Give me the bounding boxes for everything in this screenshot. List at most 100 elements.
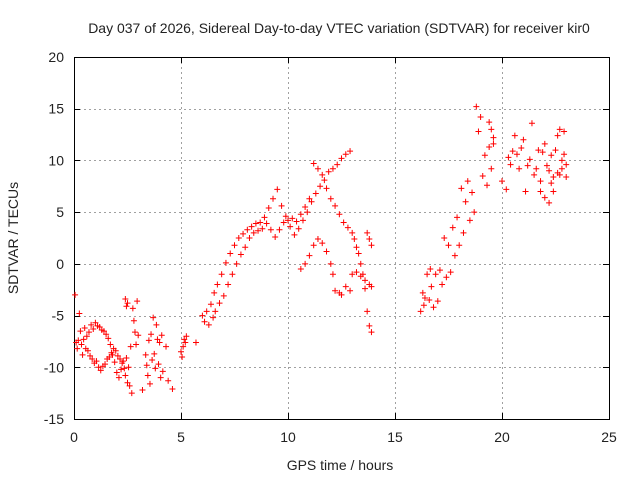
data-point-plus xyxy=(105,335,112,342)
data-point-plus xyxy=(427,266,434,273)
data-point-plus xyxy=(430,304,437,311)
data-point-plus xyxy=(111,359,118,366)
data-point-plus xyxy=(203,308,210,315)
data-point-plus xyxy=(332,202,339,209)
data-point-plus xyxy=(563,161,570,168)
data-point-plus xyxy=(218,271,225,278)
data-point-plus xyxy=(460,229,467,236)
data-point-plus xyxy=(518,145,525,152)
data-point-plus xyxy=(543,162,550,169)
data-point-plus xyxy=(420,302,427,309)
data-point-plus xyxy=(302,260,309,267)
data-point-plus xyxy=(342,151,349,158)
y-tick-label: -15 xyxy=(44,411,64,427)
data-point-plus xyxy=(513,151,520,158)
data-point-plus xyxy=(334,161,341,168)
data-point-plus xyxy=(155,361,162,368)
data-point-plus xyxy=(100,328,107,335)
data-point-plus xyxy=(561,151,568,158)
data-point-plus xyxy=(524,162,531,169)
data-point-plus xyxy=(154,336,161,343)
data-point-plus xyxy=(93,358,100,365)
data-point-plus xyxy=(531,171,538,178)
data-point-plus xyxy=(158,332,165,339)
data-point-plus xyxy=(148,331,155,338)
data-point-plus xyxy=(297,266,304,273)
data-point-plus xyxy=(509,148,516,155)
data-point-plus xyxy=(332,287,339,294)
data-point-plus xyxy=(129,305,136,312)
data-point-plus xyxy=(115,374,122,381)
data-point-plus xyxy=(146,380,153,387)
data-point-plus xyxy=(237,251,244,258)
data-point-plus xyxy=(317,183,324,190)
data-point-plus xyxy=(87,352,94,359)
data-point-plus xyxy=(205,321,212,328)
data-point-plus xyxy=(78,341,85,348)
data-point-plus xyxy=(178,348,184,355)
data-point-plus xyxy=(351,236,358,243)
data-point-plus xyxy=(95,364,102,371)
data-point-plus xyxy=(135,332,142,339)
data-point-plus xyxy=(214,281,221,288)
x-tick-label: 5 xyxy=(177,429,185,445)
data-point-plus xyxy=(80,336,87,343)
data-point-plus xyxy=(199,312,206,319)
data-point-plus xyxy=(257,219,264,226)
data-point-plus xyxy=(329,165,336,172)
data-point-plus xyxy=(419,289,426,296)
data-point-plus xyxy=(182,339,189,346)
data-point-plus xyxy=(139,387,146,394)
data-point-plus xyxy=(364,308,371,315)
data-point-plus xyxy=(477,113,484,120)
data-point-plus xyxy=(347,148,354,155)
data-point-plus xyxy=(511,132,518,139)
data-series xyxy=(72,103,570,397)
data-point-plus xyxy=(436,267,443,274)
data-point-plus xyxy=(454,214,461,221)
data-point-plus xyxy=(319,171,326,178)
x-tick-label: 25 xyxy=(601,429,617,445)
data-point-plus xyxy=(121,365,128,372)
data-point-plus xyxy=(458,185,465,192)
data-point-plus xyxy=(546,199,553,206)
data-point-plus xyxy=(131,329,138,336)
data-point-plus xyxy=(157,374,164,381)
data-point-plus xyxy=(486,143,493,150)
y-tick-label: 0 xyxy=(56,256,64,272)
data-point-plus xyxy=(327,195,334,202)
data-point-plus xyxy=(432,271,439,278)
data-point-plus xyxy=(443,274,450,281)
data-point-plus xyxy=(84,347,91,354)
data-point-plus xyxy=(550,173,557,180)
data-point-plus xyxy=(466,217,473,224)
data-point-plus xyxy=(159,368,166,375)
data-point-plus xyxy=(554,132,561,139)
data-point-plus xyxy=(250,229,257,236)
data-point-plus xyxy=(180,343,187,350)
data-point-plus xyxy=(439,281,446,288)
data-point-plus xyxy=(96,323,103,330)
data-point-plus xyxy=(364,229,371,236)
data-point-plus xyxy=(293,218,300,225)
data-point-plus xyxy=(323,248,330,255)
data-point-plus xyxy=(302,203,309,210)
data-point-plus xyxy=(282,213,289,220)
data-point-plus xyxy=(342,283,349,290)
data-point-plus xyxy=(486,119,493,126)
data-point-plus xyxy=(85,329,92,336)
data-point-plus xyxy=(556,126,563,133)
data-point-plus xyxy=(201,318,208,325)
y-tick-label: 5 xyxy=(56,204,64,220)
data-point-plus xyxy=(151,350,158,357)
data-point-plus xyxy=(340,219,347,226)
data-point-plus xyxy=(276,226,283,233)
data-point-plus xyxy=(428,283,435,290)
data-point-plus xyxy=(211,289,218,296)
data-point-plus xyxy=(314,236,321,243)
data-point-plus xyxy=(464,178,471,185)
data-point-plus xyxy=(299,217,306,224)
data-point-plus xyxy=(539,149,546,156)
x-axis-label: GPS time / hours xyxy=(287,457,394,473)
data-point-plus xyxy=(83,333,90,340)
